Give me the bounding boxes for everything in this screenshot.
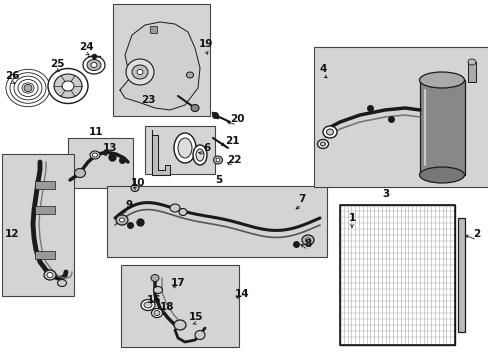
Ellipse shape [213, 156, 222, 164]
Ellipse shape [151, 309, 162, 318]
Text: 20: 20 [229, 114, 244, 124]
Ellipse shape [323, 126, 336, 138]
Ellipse shape [193, 145, 206, 165]
Text: 11: 11 [88, 127, 103, 137]
Polygon shape [120, 22, 200, 110]
Ellipse shape [47, 273, 53, 278]
Text: 4: 4 [319, 64, 326, 74]
Text: 18: 18 [160, 302, 174, 312]
Bar [150, 26, 157, 33]
Ellipse shape [92, 153, 97, 157]
Text: 9: 9 [125, 200, 132, 210]
Text: 23: 23 [141, 95, 155, 105]
Ellipse shape [48, 68, 88, 104]
Ellipse shape [126, 59, 154, 85]
Ellipse shape [151, 274, 159, 282]
Text: 21: 21 [224, 136, 239, 146]
Bar [419, 80, 464, 175]
Text: 16: 16 [146, 295, 161, 305]
Text: 3: 3 [382, 189, 389, 199]
Ellipse shape [143, 302, 152, 308]
Bar [107, 186, 326, 257]
Text: 14: 14 [234, 289, 249, 299]
Ellipse shape [132, 65, 148, 79]
Bar [113, 4, 209, 116]
Ellipse shape [326, 129, 333, 135]
Ellipse shape [58, 279, 66, 287]
Bar [467, 62, 475, 82]
Ellipse shape [419, 72, 464, 88]
Ellipse shape [174, 133, 196, 163]
Text: 2: 2 [472, 229, 480, 239]
Ellipse shape [137, 69, 142, 75]
Bar [457, 218, 464, 332]
Ellipse shape [153, 287, 162, 293]
Bar [35, 206, 55, 214]
Text: 19: 19 [199, 39, 213, 49]
Ellipse shape [90, 151, 100, 159]
Ellipse shape [74, 168, 85, 177]
Ellipse shape [141, 300, 155, 310]
Bar [121, 265, 239, 347]
Text: 17: 17 [170, 278, 185, 288]
Text: 13: 13 [102, 143, 117, 153]
Ellipse shape [62, 81, 74, 91]
Bar [68, 138, 133, 188]
Ellipse shape [216, 158, 220, 162]
Ellipse shape [54, 74, 82, 98]
Bar [313, 47, 488, 187]
Text: 6: 6 [203, 143, 210, 153]
Ellipse shape [91, 63, 97, 68]
Ellipse shape [467, 59, 475, 65]
Ellipse shape [186, 72, 193, 78]
Ellipse shape [44, 270, 56, 280]
Text: 7: 7 [298, 194, 305, 204]
Ellipse shape [116, 215, 128, 225]
Ellipse shape [196, 149, 203, 161]
Ellipse shape [83, 56, 105, 74]
Bar [339, 205, 454, 345]
Ellipse shape [195, 330, 204, 339]
Ellipse shape [305, 238, 310, 242]
Bar [145, 126, 215, 174]
Polygon shape [152, 130, 170, 175]
Bar [2, 154, 74, 296]
Bar [339, 205, 454, 345]
Text: 5: 5 [215, 175, 222, 185]
Text: 1: 1 [347, 213, 355, 223]
Text: 10: 10 [130, 178, 145, 188]
Text: 26: 26 [5, 71, 19, 81]
Ellipse shape [119, 218, 124, 222]
Ellipse shape [317, 139, 328, 148]
Ellipse shape [170, 204, 180, 212]
Ellipse shape [191, 104, 199, 112]
Ellipse shape [87, 59, 101, 71]
Ellipse shape [320, 142, 325, 146]
Text: 24: 24 [79, 42, 93, 52]
Ellipse shape [24, 85, 32, 91]
Text: 12: 12 [5, 229, 19, 239]
Ellipse shape [302, 235, 313, 245]
Text: 15: 15 [188, 312, 203, 322]
Bar [35, 251, 55, 259]
Text: 25: 25 [50, 59, 64, 69]
Ellipse shape [154, 310, 160, 315]
Ellipse shape [174, 320, 185, 330]
Ellipse shape [131, 184, 139, 192]
Text: 8: 8 [304, 239, 311, 249]
Ellipse shape [179, 208, 186, 216]
Text: 22: 22 [226, 155, 241, 165]
Bar [35, 181, 55, 189]
Ellipse shape [419, 167, 464, 183]
Ellipse shape [178, 138, 192, 158]
